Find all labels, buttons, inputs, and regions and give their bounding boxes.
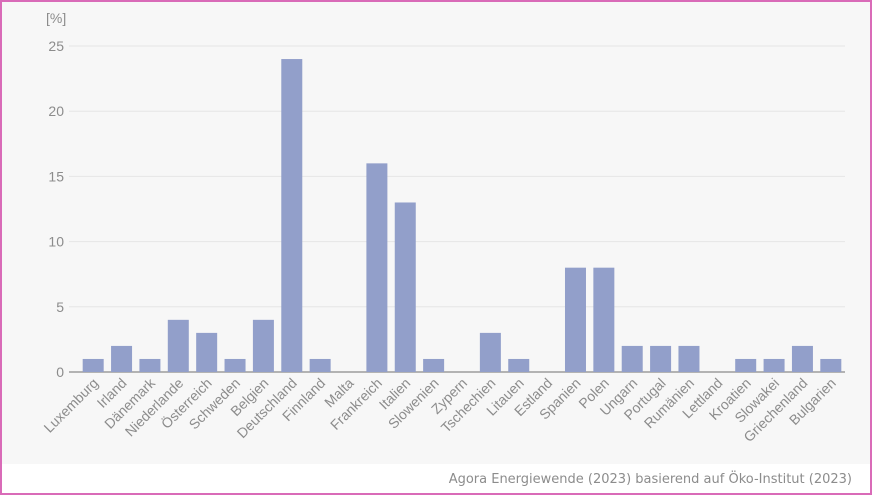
source-note: Agora Energiewende (2023) basierend auf … xyxy=(448,472,852,487)
category-label: Luxemburg xyxy=(40,375,101,436)
bar xyxy=(678,345,700,372)
bar xyxy=(621,345,643,372)
bar xyxy=(593,267,615,372)
y-tick-label: 5 xyxy=(56,299,64,315)
plot-area xyxy=(2,2,870,464)
bar xyxy=(224,358,246,372)
bar xyxy=(196,332,218,372)
bar xyxy=(139,358,161,372)
bar xyxy=(735,358,757,372)
y-tick-label: 15 xyxy=(48,168,64,184)
bar xyxy=(763,358,785,372)
y-axis-label: [%] xyxy=(46,10,66,26)
y-tick-label: 0 xyxy=(56,364,64,380)
bar xyxy=(479,332,501,372)
bar xyxy=(82,358,104,372)
bar xyxy=(252,319,274,372)
y-tick-label: 20 xyxy=(48,103,64,119)
bar xyxy=(394,202,416,372)
y-tick-label: 10 xyxy=(48,234,64,250)
bar xyxy=(650,345,672,372)
bar xyxy=(366,163,388,372)
bar xyxy=(111,345,133,372)
y-tick-label: 25 xyxy=(48,38,64,54)
bar xyxy=(281,59,303,372)
bar xyxy=(791,345,813,372)
bar xyxy=(508,358,530,372)
bar xyxy=(564,267,586,372)
bar xyxy=(820,358,842,372)
bar xyxy=(423,358,445,372)
bar xyxy=(309,358,331,372)
bar xyxy=(167,319,189,372)
